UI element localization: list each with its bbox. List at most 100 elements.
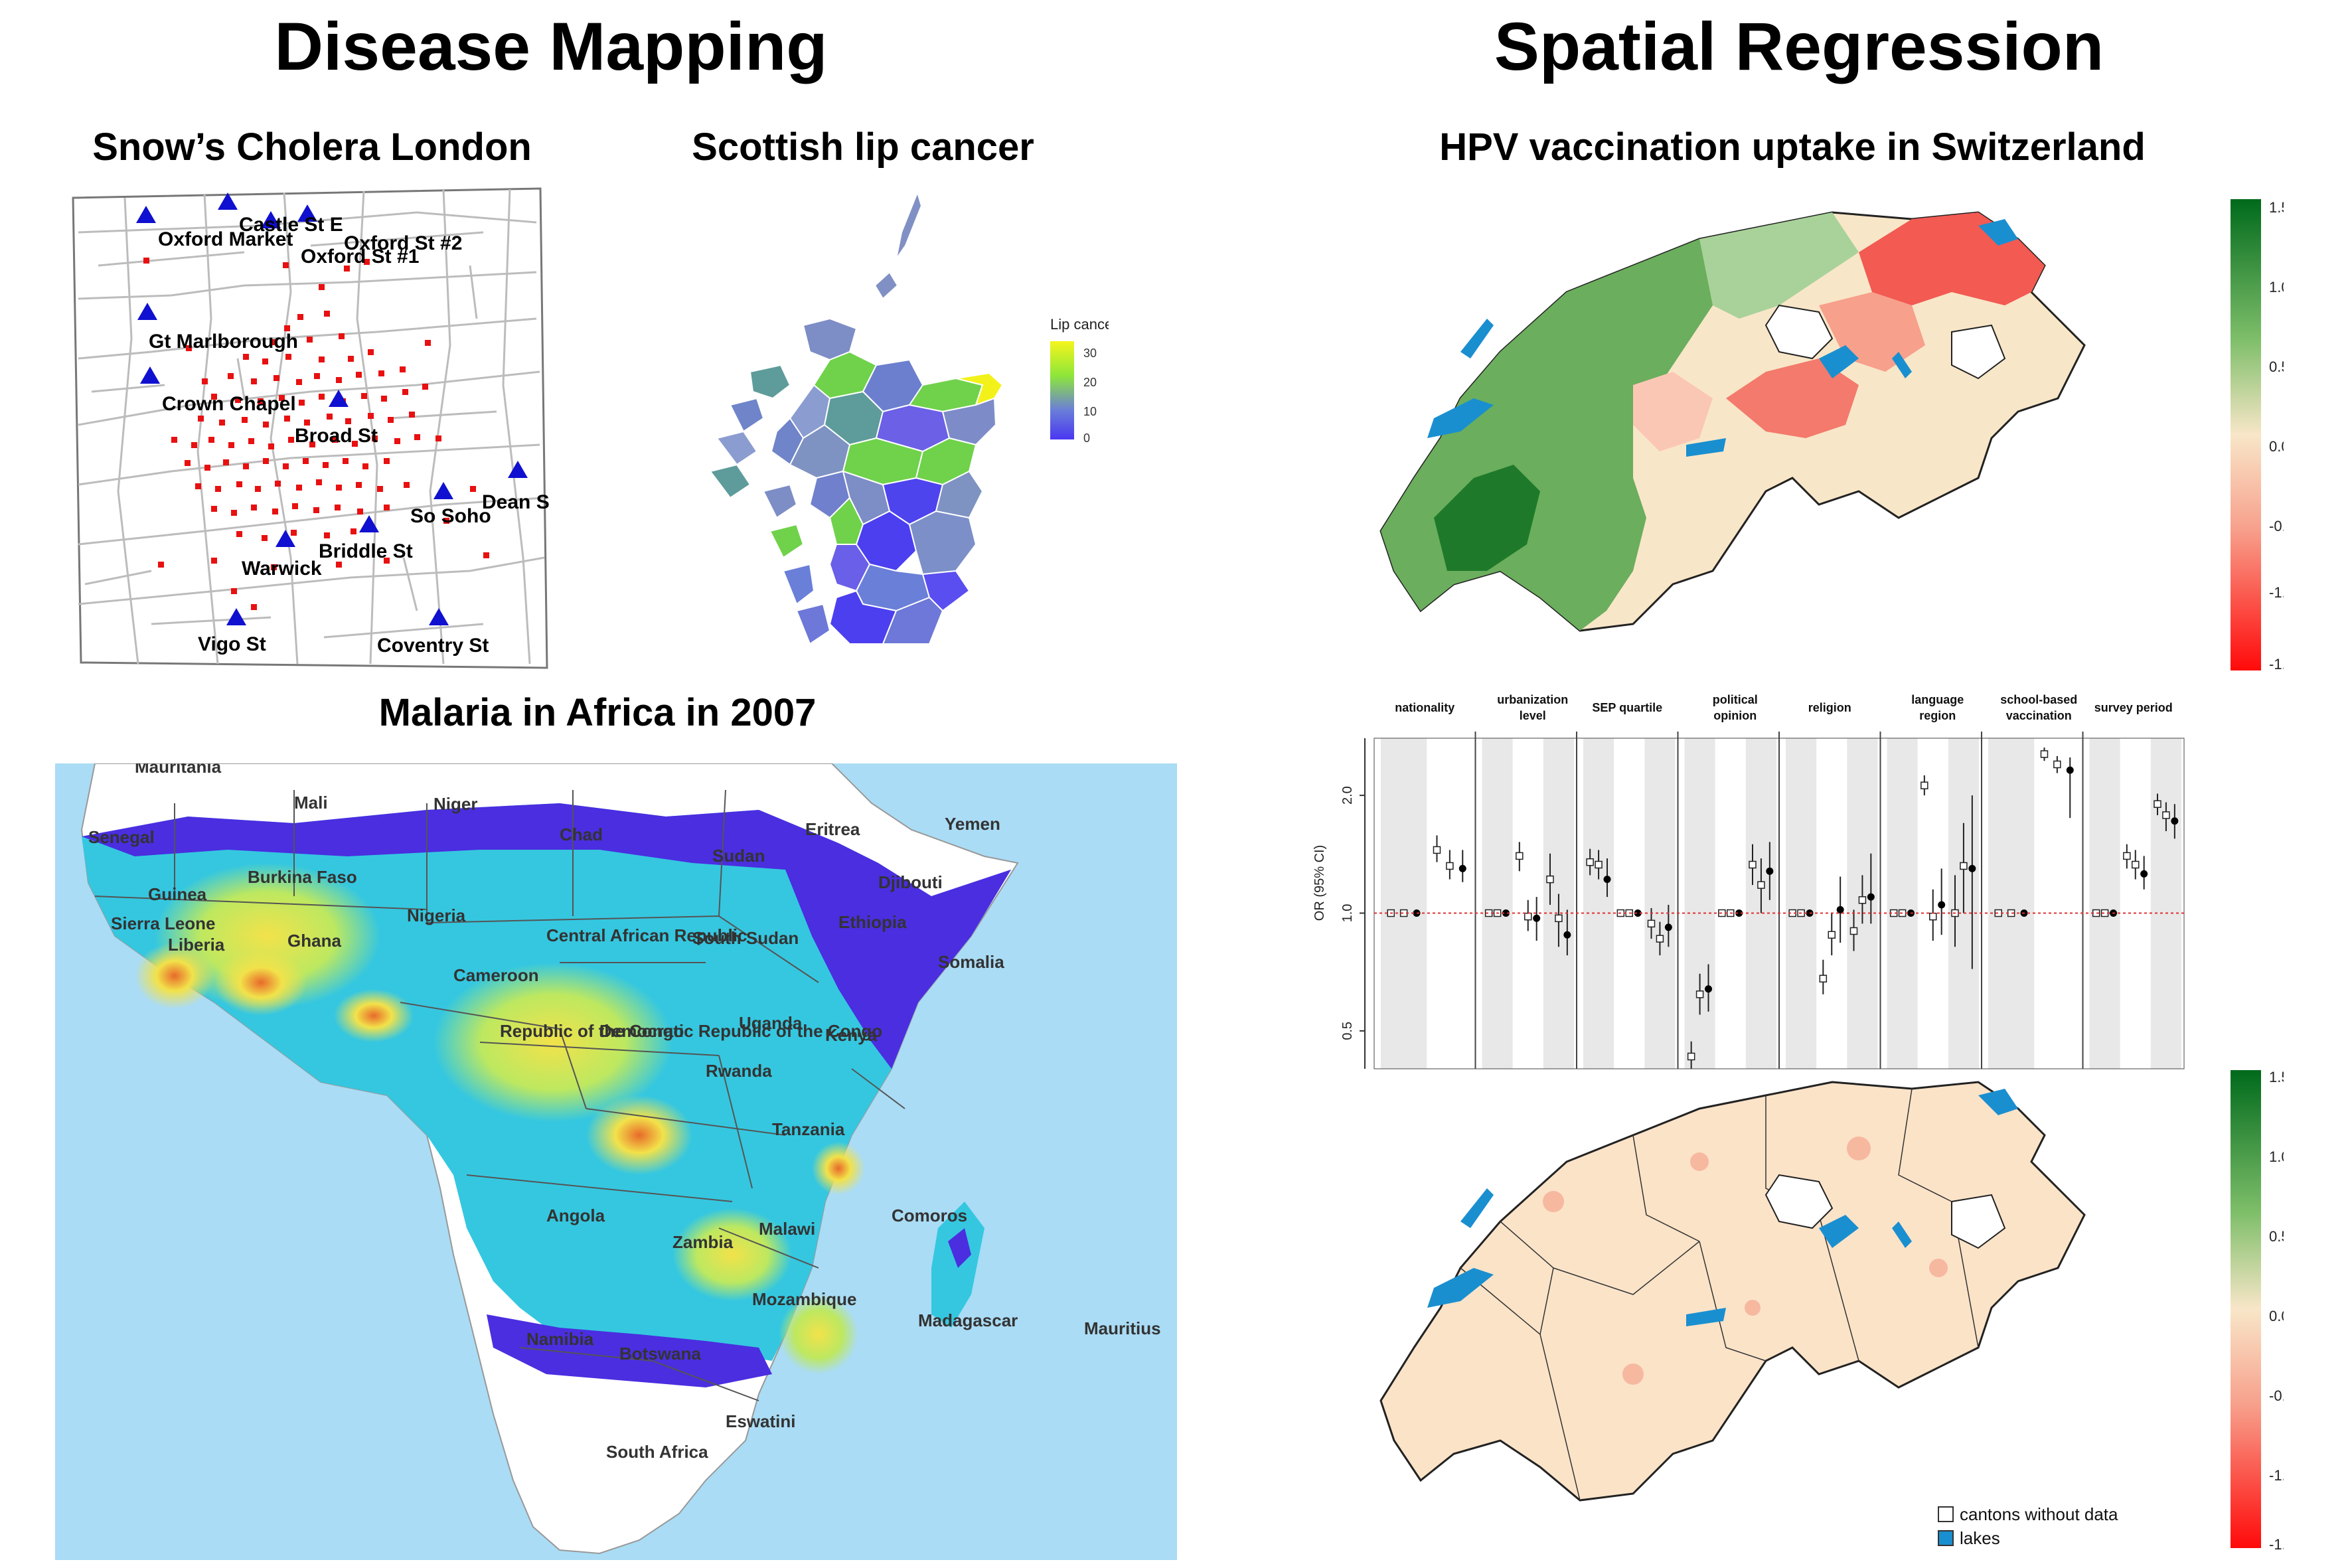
- estimate-point: [1749, 860, 1757, 869]
- scale-tick: 1.5: [2269, 199, 2284, 216]
- scotland-map: Lip cancer cases 30 20 10 0: [709, 190, 1109, 645]
- country-label: South Sudan: [692, 928, 799, 948]
- hpv-title: HPV vaccination uptake in Switzerland: [1439, 125, 2146, 169]
- pump-oxford-st-2-icon: [297, 204, 317, 222]
- tanzania-heat: [812, 1142, 865, 1195]
- country-label: Madagascar: [918, 1310, 1018, 1330]
- pump-briddle-st-icon: [359, 515, 379, 532]
- forest-panel: nationality: [1381, 701, 1466, 1069]
- legend-no-data: cantons without data: [1960, 1504, 2118, 1524]
- estimate-point: [1849, 927, 1858, 935]
- hpv-residual-spots: [1543, 1137, 1948, 1385]
- pump-label: Castle St E: [239, 214, 343, 236]
- scale-tick: 1.0: [2269, 1148, 2284, 1165]
- hpv-scale-bottom: 1.5 1.0 0.5 0.0 -0.5 -1.0 -1.5: [2231, 1069, 2284, 1553]
- estimate-point: [1938, 901, 1946, 909]
- pump-label: Oxford St #2: [344, 232, 462, 254]
- forest-panel: survey period: [2082, 701, 2181, 1069]
- country-label: Ethiopia: [838, 912, 907, 932]
- scotland-regions: [709, 190, 1004, 645]
- estimate-point: [1458, 864, 1466, 872]
- pump-label: Warwick: [242, 558, 322, 580]
- pump-castle-st-e-icon: [218, 193, 238, 210]
- heading-spatial-regression: Spatial Regression: [1494, 9, 2104, 84]
- pump-coventry-st-icon: [429, 608, 449, 625]
- forest-panel: SEP quartile: [1576, 701, 1676, 1069]
- country-label: Tanzania: [772, 1119, 845, 1139]
- death-markers: [143, 258, 489, 610]
- pump-oxford-market-icon: [136, 206, 156, 223]
- estimate-point: [1828, 931, 1836, 939]
- country-label: Nigeria: [407, 905, 466, 925]
- scale-tick: 1.5: [2269, 1069, 2284, 1085]
- country-label: Central African Republic: [546, 925, 747, 945]
- estimate-point: [1819, 975, 1828, 982]
- estimate-point: [1687, 1052, 1695, 1061]
- estimate-point: [1555, 914, 1563, 923]
- pump-so-soho-icon: [433, 482, 453, 499]
- mozambique-heat: [779, 1294, 858, 1374]
- country-labels: Mauritania Mali Niger Chad Eritrea Yemen…: [88, 763, 1161, 1462]
- y-axis: 0.5 1.0 2.0: [1340, 738, 1366, 1069]
- panel-title: survey period: [2094, 701, 2173, 714]
- hpv-no-data-region: [1764, 1174, 1834, 1229]
- panel-title: opinion: [1713, 709, 1757, 722]
- country-label: Niger: [433, 794, 477, 814]
- country-label: Eswatini: [726, 1411, 795, 1431]
- legend-tick: 30: [1083, 347, 1097, 360]
- country-borders: [94, 789, 905, 1401]
- estimate-point: [2123, 852, 2131, 860]
- scale-tick: 0.5: [2269, 358, 2284, 375]
- colorbar: [2231, 1070, 2261, 1548]
- odds-ratio-chart: OR (95% CI) 0.5 1.0 2.0 nationality urbaniz…: [1312, 693, 2185, 1069]
- scale-tick: 0.0: [2269, 1308, 2284, 1324]
- plot-frame: [1373, 738, 2185, 1069]
- country-label: Botswana: [619, 1344, 701, 1364]
- estimate-point: [2066, 766, 2074, 774]
- country-label: Senegal: [88, 827, 155, 847]
- panel-title: level: [1520, 709, 1546, 722]
- legend-lakes: lakes: [1960, 1528, 2000, 1548]
- scale-tick: -1.5: [2269, 656, 2284, 672]
- country-label: Mali: [294, 793, 328, 813]
- switzerland-outline: [1379, 1081, 2086, 1502]
- estimate-point: [1533, 914, 1541, 922]
- hpv-map-bottom: 1.5 1.0 0.5 0.0 -0.5 -1.0 -1.5 cantons w…: [1379, 1069, 2284, 1553]
- country-label: Comoros: [892, 1206, 967, 1225]
- forest-panel: language region: [1879, 693, 1979, 1069]
- malaria-title: Malaria in Africa in 2007: [378, 691, 817, 734]
- pump-label: Gt Marlborough: [149, 331, 298, 353]
- pump-dean-st-icon: [508, 461, 528, 478]
- forest-panel: urbanization level: [1474, 693, 1574, 1069]
- map-border: [72, 187, 548, 669]
- forest-panel: school-based vaccination: [1981, 693, 2077, 1069]
- legend-tick: 10: [1083, 405, 1097, 418]
- scale-tick: -0.5: [2269, 1387, 2284, 1404]
- scale-tick: -1.0: [2269, 1467, 2284, 1484]
- pump-label: Coventry St: [377, 635, 489, 657]
- estimate-point: [1836, 905, 1844, 913]
- scale-tick: 0.0: [2269, 438, 2284, 455]
- country-label: Liberia: [168, 935, 225, 955]
- estimate-point: [2140, 870, 2148, 878]
- panel-title: vaccination: [2006, 709, 2072, 722]
- sierra-leone-heat: [135, 943, 214, 1009]
- drc-heat: [586, 1095, 692, 1175]
- hpv-map-top: 1.5 1.0 0.5 0.0 -0.5 -1.0 -1.5: [1379, 199, 2284, 672]
- nigeria-heat: [334, 989, 414, 1042]
- forest-panel: political opinion: [1677, 693, 1776, 1069]
- scale-tick: -1.5: [2269, 1536, 2284, 1553]
- country-label: Cameroon: [453, 965, 539, 985]
- pump-crown-chapel-icon: [140, 366, 160, 384]
- country-label: Malawi: [759, 1219, 815, 1239]
- y-axis-label: OR (95% CI): [1312, 845, 1327, 921]
- panel-stripe: [1644, 738, 1676, 1069]
- pump-warwick-icon: [275, 530, 295, 547]
- country-label: Namibia: [526, 1329, 594, 1349]
- panel-stripe: [1786, 738, 1817, 1069]
- panel-stripe: [2150, 738, 2181, 1069]
- madagascar-low: [948, 1228, 971, 1268]
- country-label: Mozambique: [752, 1289, 856, 1309]
- ghana-heat: [214, 949, 307, 1016]
- panel-title: SEP quartile: [1592, 701, 1662, 714]
